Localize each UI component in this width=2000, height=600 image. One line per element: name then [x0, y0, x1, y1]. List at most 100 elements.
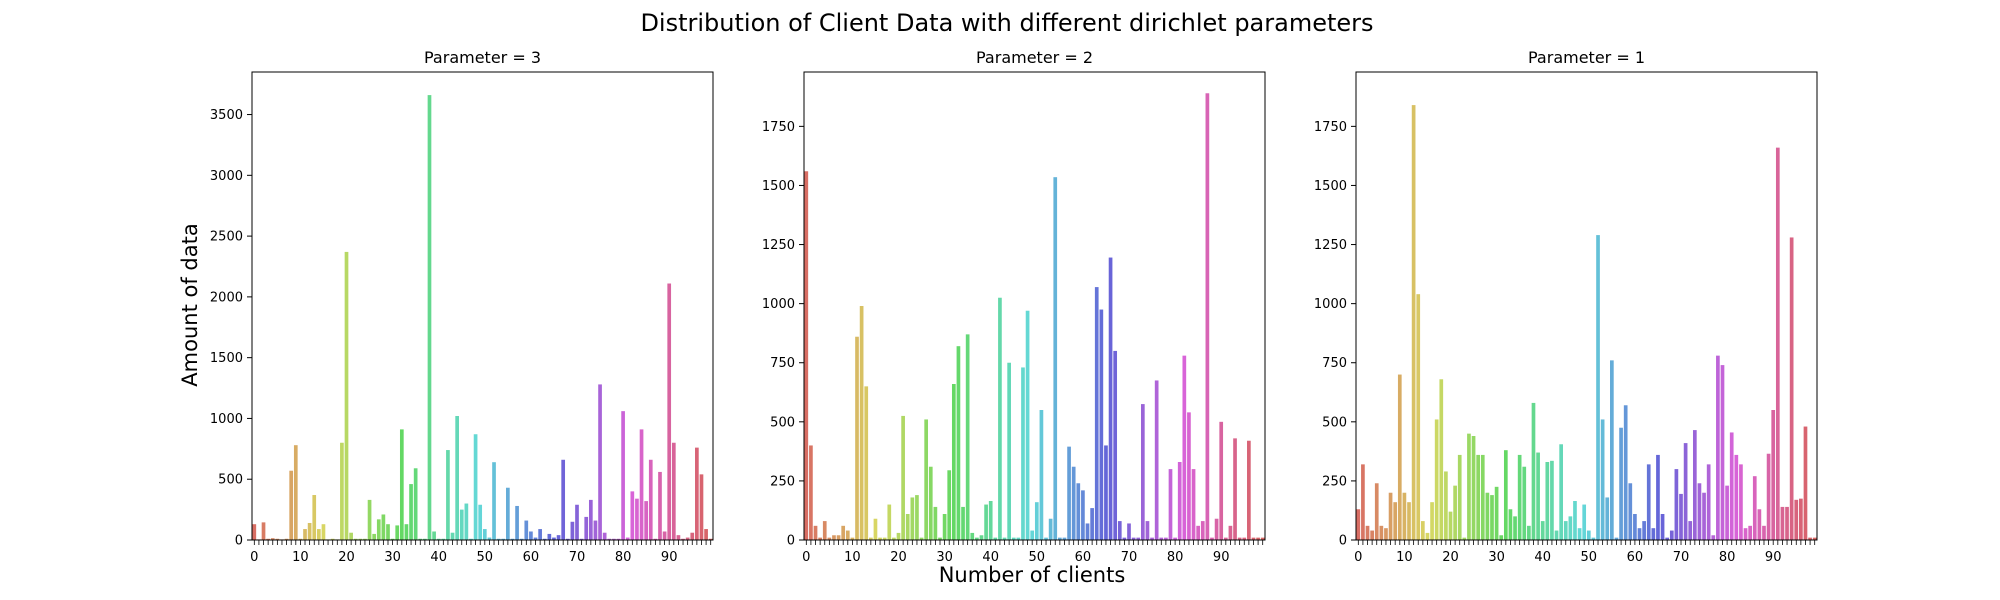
y-tick-label: 500 — [770, 415, 795, 430]
bar — [432, 531, 436, 540]
bar — [1610, 360, 1614, 540]
bar — [510, 538, 515, 540]
bar — [1697, 483, 1702, 540]
bar — [1536, 452, 1540, 540]
bar — [1665, 537, 1670, 540]
bar — [1048, 518, 1053, 540]
bar — [266, 538, 270, 540]
bar — [813, 525, 818, 540]
bar — [261, 522, 266, 540]
bar — [1674, 469, 1679, 540]
y-tick-label: 1500 — [762, 179, 795, 194]
bar — [827, 537, 832, 540]
bar — [427, 95, 432, 540]
bar — [818, 537, 822, 540]
bar — [1365, 525, 1370, 540]
y-tick-label: 1750 — [762, 120, 795, 135]
bar — [616, 538, 621, 540]
bar — [1210, 537, 1214, 540]
bar — [496, 538, 501, 540]
bar — [404, 524, 409, 540]
bar — [1411, 105, 1416, 540]
bar — [1168, 469, 1173, 540]
bar — [1799, 498, 1803, 540]
bar — [353, 538, 358, 540]
y-tick-label: 0 — [235, 534, 243, 549]
bar — [1531, 402, 1536, 540]
bar — [635, 498, 639, 540]
bar — [529, 531, 533, 540]
y-tick-label: 0 — [1339, 534, 1347, 549]
bar — [446, 450, 450, 540]
bar — [1444, 471, 1448, 540]
bar — [1150, 537, 1154, 540]
plot-frame — [1355, 71, 1818, 541]
bar — [303, 529, 307, 540]
bar — [1021, 367, 1025, 540]
bar — [1191, 469, 1196, 540]
bar — [1633, 514, 1637, 540]
bar — [1540, 521, 1545, 540]
bar — [841, 525, 846, 540]
bar — [381, 514, 386, 540]
bar — [598, 384, 602, 540]
bar — [864, 386, 869, 540]
bar — [413, 468, 418, 540]
x-tick-label: 90 — [1213, 550, 1230, 565]
bar — [1062, 537, 1067, 540]
bar — [1214, 518, 1219, 540]
bar — [1430, 502, 1434, 540]
bar — [358, 538, 363, 540]
bar — [1623, 405, 1628, 540]
bar — [869, 537, 873, 540]
bar — [1577, 528, 1582, 540]
bar — [1200, 521, 1205, 540]
bar — [1145, 521, 1150, 540]
bar — [699, 474, 704, 540]
bar — [1030, 530, 1035, 540]
bar — [1591, 537, 1596, 540]
bar — [1706, 464, 1711, 540]
bar — [855, 336, 859, 540]
bar — [1388, 492, 1393, 540]
bar — [1104, 445, 1108, 540]
y-tick-label: 750 — [770, 356, 795, 371]
bar — [690, 532, 695, 540]
bar — [938, 537, 942, 540]
y-tick-label: 0 — [787, 534, 795, 549]
bar — [575, 504, 579, 540]
bar — [1517, 454, 1522, 540]
bar — [658, 471, 662, 540]
bar — [644, 501, 648, 540]
bar — [639, 429, 644, 540]
bar — [1646, 464, 1651, 540]
x-tick-label: 40 — [982, 550, 999, 565]
bar — [1016, 537, 1021, 540]
x-tick-label: 80 — [1167, 550, 1184, 565]
bar — [473, 434, 478, 540]
bar — [1237, 537, 1242, 540]
bar — [349, 532, 353, 540]
bar — [1702, 492, 1706, 540]
bar — [340, 442, 344, 540]
bar — [1122, 537, 1127, 540]
bar — [441, 538, 446, 540]
bar — [1053, 177, 1058, 540]
bar — [1164, 537, 1168, 540]
bar — [630, 491, 635, 540]
bar — [478, 504, 483, 540]
y-tick-label: 1000 — [1314, 297, 1347, 312]
subplot-title: Parameter = 2 — [976, 48, 1093, 67]
bar — [1219, 421, 1224, 540]
bar — [667, 283, 672, 540]
bar — [947, 470, 952, 540]
bar — [1196, 525, 1200, 540]
bar — [961, 506, 965, 540]
bar — [372, 533, 377, 540]
y-tick-label: 500 — [1322, 415, 1347, 430]
bar — [1094, 287, 1099, 540]
bar — [998, 297, 1002, 540]
bar — [501, 538, 506, 540]
y-tick-label: 2000 — [210, 290, 243, 305]
y-tick-label: 1750 — [1314, 120, 1347, 135]
